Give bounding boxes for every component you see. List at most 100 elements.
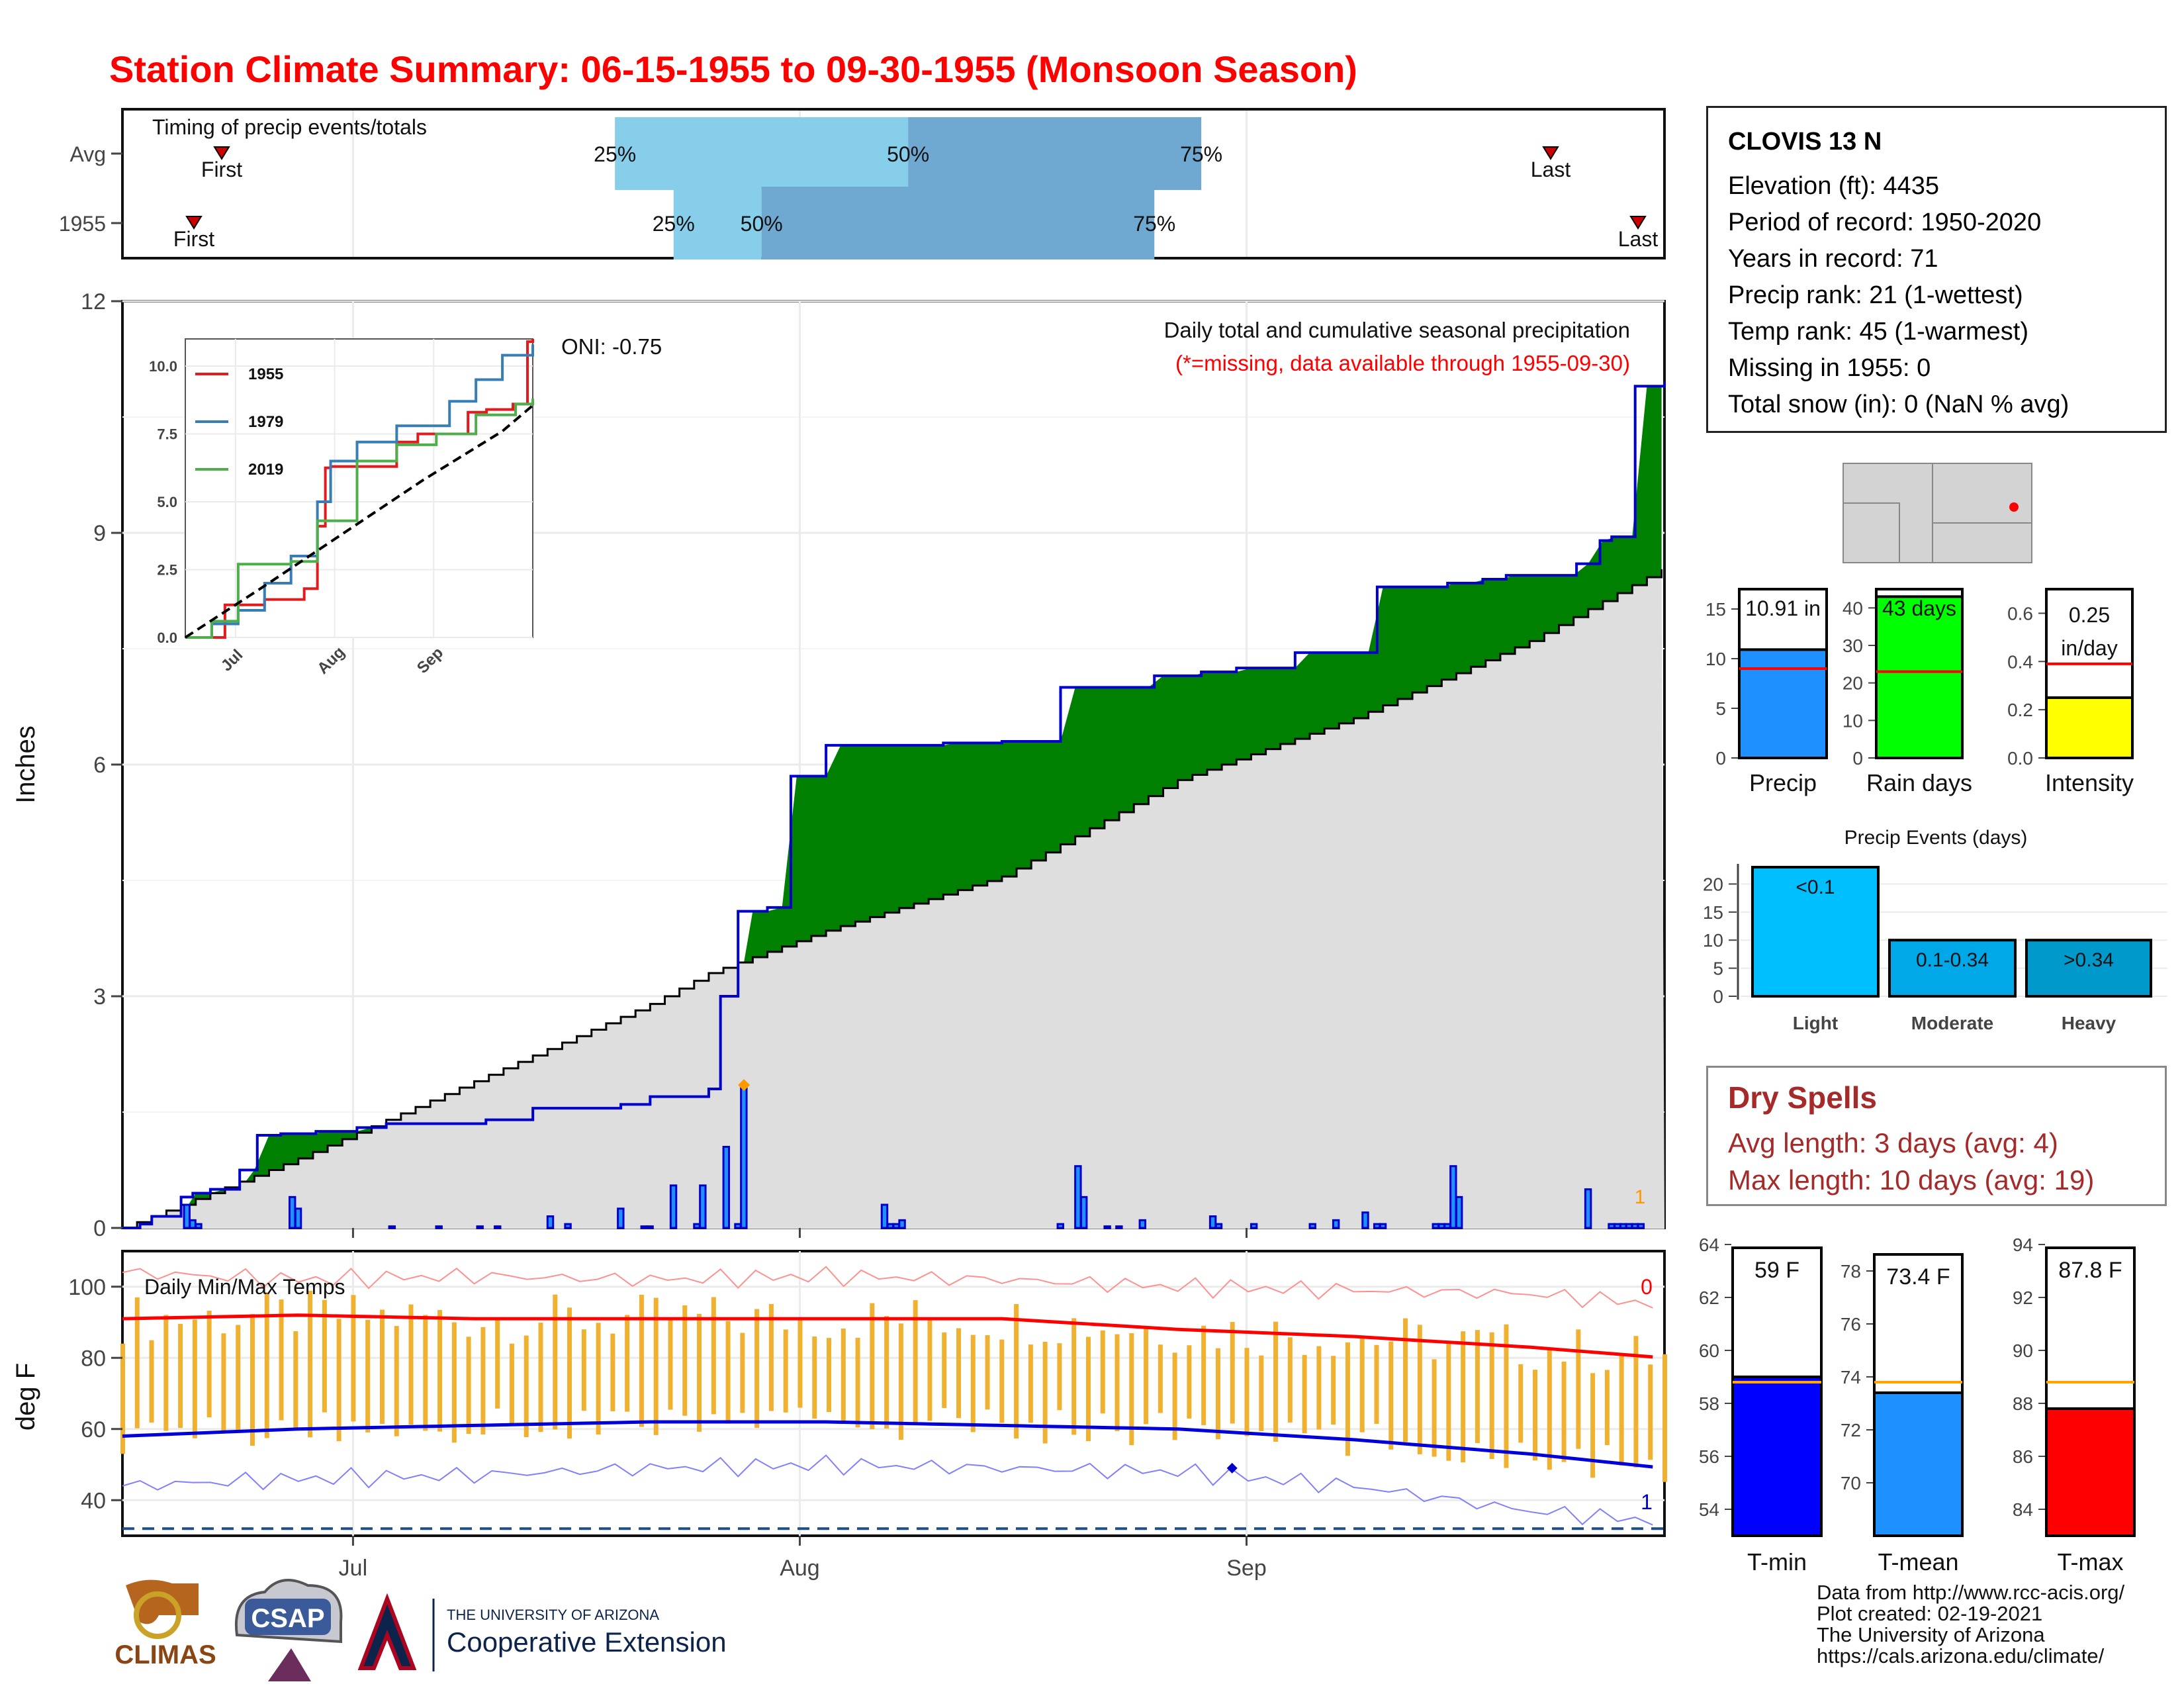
daily-temp-range-bar: [1633, 1336, 1639, 1468]
daily-temp-range-bar: [754, 1309, 760, 1429]
summary-bar-value: 43 days: [1882, 596, 1956, 620]
daily-temp-range-bar: [610, 1333, 615, 1411]
daily-precip-bar: [892, 1223, 900, 1229]
timing-bar-50-75: [908, 117, 1202, 190]
daily-temp-range-bar: [884, 1316, 889, 1429]
precip-ytick-label: 12: [81, 289, 106, 314]
daily-temp-range-bar: [1489, 1332, 1494, 1460]
daily-temp-range-bar: [437, 1309, 443, 1432]
tsummary-bar-tmin: [1731, 1376, 1823, 1537]
csap-label-bg: [245, 1599, 331, 1635]
daily-temp-range-bar: [163, 1315, 169, 1431]
tsummary-ytick-label: 64: [1699, 1235, 1719, 1255]
daily-temp-range-bar: [365, 1319, 371, 1432]
first-marker: [185, 216, 203, 230]
summary-ytick-label: 0.0: [2007, 748, 2033, 769]
daily-temp-range-bar: [336, 1319, 341, 1442]
daily-temp-range-bar: [1576, 1329, 1581, 1449]
temp-line-record_max: [122, 1266, 1653, 1309]
daily-precip-bar: [1308, 1223, 1316, 1229]
tsummary-bar-tmax: [2045, 1407, 2136, 1537]
summary-bar-value: 10.91 in: [1745, 596, 1821, 620]
dry-spells-max: Max length: 10 days (avg: 19): [1728, 1164, 2095, 1196]
daily-precip-bar: [1619, 1223, 1627, 1229]
event-bar-value: 0.1-0.34: [1916, 949, 1989, 971]
daily-temp-range-bar: [927, 1320, 933, 1421]
daily-precip-bar: [288, 1196, 296, 1229]
temps-ytick-label: 80: [81, 1346, 106, 1371]
station-info-line: Years in record: 71: [1728, 245, 1938, 273]
daily-temp-range-bar: [1504, 1324, 1509, 1468]
precip-ylabel: Inches: [11, 726, 40, 804]
daily-precip-bar: [617, 1207, 625, 1229]
daily-precip-bar: [646, 1225, 654, 1229]
events-ytick-label: 0: [1713, 986, 1723, 1007]
timing-p25-label: 25%: [653, 212, 695, 236]
daily-temp-range-bar: [1561, 1361, 1567, 1462]
precip-ytick-label: 3: [93, 984, 106, 1009]
daily-temp-range-bar: [567, 1307, 572, 1439]
daily-precip-bar: [1437, 1223, 1445, 1229]
daily-precip-bar: [435, 1225, 443, 1229]
timing-first-label: First: [201, 158, 242, 181]
daily-temp-range-bar: [1417, 1325, 1422, 1454]
last-marker: [1629, 216, 1647, 230]
event-bar-heavy: [2025, 939, 2152, 998]
timing-bar-25-50: [615, 117, 909, 190]
daily-precip-bar: [1373, 1223, 1381, 1229]
tsummary-bar-label: T-mean: [1878, 1548, 1958, 1575]
daily-temp-range-bar: [1014, 1304, 1019, 1439]
inset-ytick-label: 10.0: [149, 358, 177, 375]
daily-temp-range-bar: [206, 1310, 212, 1418]
daily-temp-range-bar: [1446, 1340, 1451, 1461]
daily-temp-range-bar: [1388, 1341, 1394, 1450]
daily-temp-range-bar: [1172, 1352, 1177, 1440]
csap-logo-text: CSAP: [251, 1604, 324, 1633]
above-average-area: [122, 386, 1662, 1229]
temp-line-avg_max: [122, 1313, 1653, 1359]
timing-row-label: 1955: [59, 212, 106, 236]
daily-temp-range-bar: [697, 1313, 702, 1432]
event-bar-light: [1751, 866, 1880, 998]
daily-temp-range-bar: [394, 1326, 399, 1436]
summary-bar-label: Intensity: [2045, 769, 2134, 796]
daily-temp-range-bar: [1604, 1370, 1610, 1446]
daily-temp-range-bar: [1158, 1344, 1163, 1413]
tsummary-bar-label: T-max: [2057, 1548, 2123, 1575]
daily-temp-range-bar: [1533, 1370, 1538, 1461]
tsummary-ytick-label: 88: [2013, 1393, 2033, 1414]
daily-temp-range-bar: [1432, 1359, 1437, 1457]
daily-temp-range-bar: [1115, 1334, 1120, 1432]
daily-precip-bar: [1332, 1219, 1340, 1229]
daily-temp-range-bar: [1461, 1331, 1466, 1463]
inset-line-2019: [185, 399, 534, 639]
tsummary-ytick-label: 54: [1699, 1499, 1719, 1520]
daily-temp-range-bar: [855, 1338, 860, 1428]
daily-temp-range-bar: [740, 1333, 745, 1413]
daily-temp-range-bar: [538, 1323, 543, 1432]
precip-ytick-label: 0: [93, 1216, 106, 1241]
daily-temp-range-bar: [797, 1318, 803, 1408]
tsummary-ytick-label: 90: [2013, 1340, 2033, 1361]
events-ytick-label: 5: [1713, 959, 1723, 979]
summary-bar-raindays: [1875, 595, 1964, 759]
daily-precip-bar: [294, 1207, 302, 1229]
first-marker: [213, 146, 230, 160]
credits: Data from http://www.rcc-acis.org/ Plot …: [1817, 1582, 2124, 1667]
daily-temp-range-bar: [625, 1315, 630, 1412]
locator-map: [1843, 463, 2032, 563]
temps-xtick-label: Aug: [780, 1556, 820, 1581]
daily-temp-range-bar: [149, 1340, 154, 1423]
timing-p50-label: 50%: [741, 212, 783, 236]
daily-temp-range-bar: [451, 1322, 457, 1443]
summary-bar-label: Precip: [1749, 769, 1817, 796]
summary-ytick-label: 0: [1852, 748, 1863, 769]
daily-precip-bar: [722, 1146, 730, 1229]
tsummary-ytick-label: 72: [1841, 1420, 1861, 1440]
inset-legend-label: 1955: [248, 365, 283, 383]
locator-map-borders: [1843, 463, 2032, 563]
daily-temp-range-bar: [870, 1303, 875, 1429]
summary-ytick-label: 5: [1715, 698, 1726, 719]
temp-line-record_min: [122, 1454, 1653, 1526]
